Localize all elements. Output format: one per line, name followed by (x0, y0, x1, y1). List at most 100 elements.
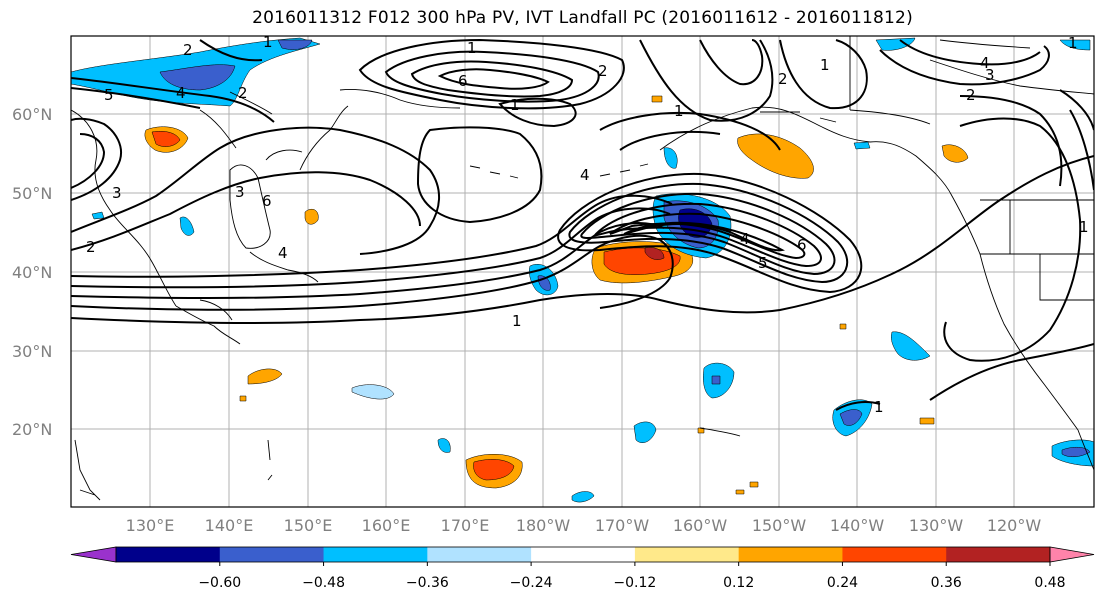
colorbar-frame (115, 546, 1051, 563)
positive-anomaly-core (473, 459, 515, 481)
contour-label: 1 (467, 39, 477, 57)
pv-contour (699, 39, 764, 86)
pv-contour (71, 171, 421, 251)
pv-contour (384, 50, 600, 103)
negative-anomaly-patch (1059, 39, 1091, 51)
lat-label: 50°N (12, 184, 52, 203)
negative-anomaly-patch (663, 147, 678, 169)
colorbar-extend-min (70, 546, 117, 563)
negative-anomaly-core (1061, 447, 1091, 457)
pv-contour (71, 194, 673, 278)
contour-label: 1 (263, 33, 273, 51)
pv-contour (609, 212, 806, 260)
positive-anomaly-patch (651, 95, 663, 103)
negative-anomaly-patch (891, 331, 931, 361)
negative-anomaly-patch (351, 384, 395, 400)
colorbar-bin (738, 547, 843, 562)
pv-contour (71, 155, 1094, 325)
pv-contour (71, 117, 122, 201)
pv-contour (498, 97, 577, 128)
colorbar-extend-max (1049, 546, 1095, 563)
positive-anomaly-patch (919, 417, 935, 425)
pv-contour (899, 39, 1041, 66)
contour-label: 1 (874, 398, 884, 416)
pv-contour (639, 39, 774, 122)
positive-anomaly-patch (247, 368, 283, 385)
colorbar-tick-label: 0.36 (931, 575, 962, 591)
positive-anomaly-patch (749, 481, 759, 488)
contour-label: 1 (1068, 34, 1078, 52)
contour-label: 3 (985, 66, 995, 84)
longitude-labels: 130°E 140°E 150°E 160°E 170°E 180°W 170°… (126, 516, 1042, 535)
pv-contour (1059, 89, 1094, 131)
pv-contour (557, 172, 863, 294)
map-title: 2016011312 F012 300 hPa PV, IVT Landfall… (252, 8, 913, 28)
contour-label: 1 (510, 96, 520, 114)
contour-label: 5 (104, 86, 114, 104)
contour-label: 1 (820, 56, 830, 74)
lon-label: 140°E (205, 516, 254, 535)
lon-label: 150°E (284, 516, 333, 535)
contour-label: 4 (980, 54, 990, 72)
positive-anomaly-patch (239, 395, 247, 402)
pv-contour (619, 131, 721, 151)
negative-anomaly-patch (179, 216, 195, 236)
pv-contour (71, 87, 201, 109)
positive-anomaly-patch (737, 133, 814, 179)
pv-contour (410, 60, 574, 98)
pv-contour (71, 234, 674, 311)
pv-contour (599, 111, 781, 151)
latitude-labels: 60°N 50°N 40°N 30°N 20°N (12, 105, 52, 439)
contour-label: 4 (176, 84, 186, 102)
pv-contour (71, 77, 275, 123)
colorbar-bin (531, 547, 636, 562)
lon-label: 140°W (830, 516, 885, 535)
pv-contour (580, 192, 836, 276)
lon-label: 170°W (595, 516, 650, 535)
negative-anomaly-patch (437, 438, 451, 453)
pv-contour (929, 343, 1094, 401)
contour-label: 1 (674, 102, 684, 120)
colorbar-tick-label: −0.36 (406, 575, 449, 591)
lon-label: 150°W (752, 516, 807, 535)
contour-label: 5 (758, 254, 768, 272)
contour-label: 3 (112, 184, 122, 202)
lon-label: 160°E (362, 516, 411, 535)
colorbar-bin (634, 547, 740, 562)
negative-anomaly-core (839, 409, 863, 426)
positive-anomaly-patch (839, 323, 847, 330)
lat-label: 20°N (12, 420, 52, 439)
negative-anomaly-core (159, 64, 236, 91)
colorbar-bin (842, 547, 947, 562)
pv-contour (594, 202, 822, 268)
pv-contour (71, 133, 106, 189)
pv-contour (623, 221, 785, 252)
positive-anomaly-patch (304, 209, 319, 225)
contour-label: 2 (778, 70, 788, 88)
lon-label: 170°E (441, 516, 490, 535)
lon-label: 130°E (126, 516, 175, 535)
colorbar-bin (946, 547, 1051, 562)
pv-contour (779, 39, 868, 110)
pv-contour (199, 39, 263, 62)
contour-label: 2 (598, 62, 608, 80)
positive-anomaly-patch (735, 489, 745, 495)
contour-label: 4 (278, 244, 288, 262)
pv-contour (358, 38, 625, 110)
pv-contour-labels: 2 1 1 2 6 1 5 4 3 2 3 2 1 6 4 4 1 6 5 4 … (86, 33, 1089, 416)
contour-label: 4 (580, 166, 590, 184)
colorbar-tick-label: 0.48 (1034, 575, 1065, 591)
pv-contour (416, 126, 543, 224)
pv-contour (568, 182, 849, 284)
colorbar-tick-label: −0.12 (613, 575, 656, 591)
pv-contour (71, 126, 440, 255)
negative-anomaly-patch (571, 491, 595, 503)
contour-label: 1 (512, 312, 522, 330)
lon-label: 180°W (516, 516, 571, 535)
pv-contours (71, 38, 1094, 411)
contour-label: 2 (183, 41, 193, 59)
positive-anomaly-patch (941, 144, 969, 163)
negative-anomaly-patch (875, 37, 916, 51)
lat-label: 40°N (12, 263, 52, 282)
